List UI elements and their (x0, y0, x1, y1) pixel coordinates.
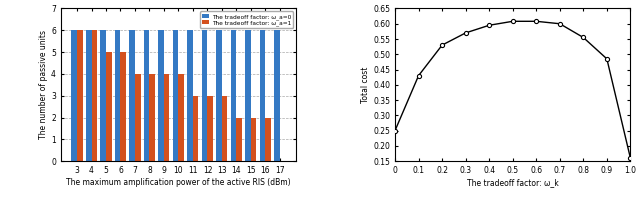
Bar (77, 30, 83, 161)
Bar (275, 30, 280, 161)
Bar (92, 30, 97, 161)
Y-axis label: The number of passive units: The number of passive units (39, 30, 48, 139)
Bar (202, 30, 207, 161)
Bar (266, 117, 271, 161)
Bar (260, 30, 266, 161)
Legend: The tradeoff factor: ω_a=0, The tradeoff factor: ω_a=1: The tradeoff factor: ω_a=0, The tradeoff… (200, 11, 293, 28)
Bar (100, 30, 106, 161)
Bar (72, 30, 77, 161)
X-axis label: The maximum amplification power of the active RIS (dBm): The maximum amplification power of the a… (66, 178, 291, 187)
Bar (188, 30, 193, 161)
Bar (106, 52, 111, 161)
Bar (115, 30, 120, 161)
Bar (207, 96, 213, 161)
Bar (179, 74, 184, 161)
Bar (144, 30, 150, 161)
Bar (164, 74, 170, 161)
Bar (251, 117, 257, 161)
Bar (222, 96, 227, 161)
Bar (120, 52, 126, 161)
Bar (216, 30, 222, 161)
Bar (129, 30, 135, 161)
Bar (86, 30, 92, 161)
Bar (236, 117, 242, 161)
Y-axis label: Total cost: Total cost (362, 67, 371, 103)
Bar (231, 30, 236, 161)
Bar (246, 30, 251, 161)
Bar (173, 30, 179, 161)
Bar (159, 30, 164, 161)
Bar (135, 74, 141, 161)
Bar (193, 96, 198, 161)
Bar (150, 74, 155, 161)
X-axis label: The tradeoff factor: ω_k: The tradeoff factor: ω_k (467, 178, 559, 187)
